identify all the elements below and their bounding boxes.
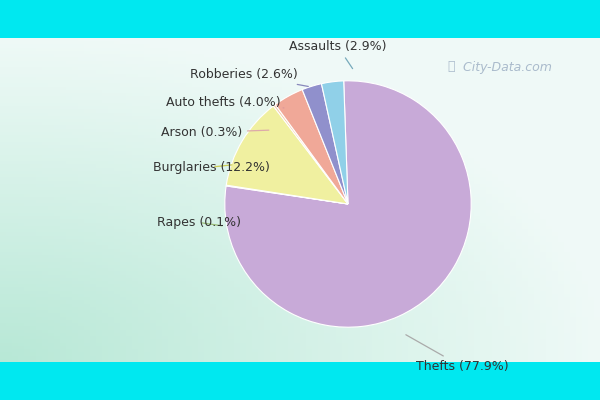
Wedge shape xyxy=(275,90,348,204)
Text: Arson (0.3%): Arson (0.3%) xyxy=(161,126,269,139)
Wedge shape xyxy=(225,81,471,327)
Wedge shape xyxy=(302,84,348,204)
Text: Assaults (2.9%): Assaults (2.9%) xyxy=(289,40,386,69)
Text: ⦿: ⦿ xyxy=(447,60,455,73)
Wedge shape xyxy=(226,185,348,204)
Text: Robberies (2.6%): Robberies (2.6%) xyxy=(190,68,308,86)
Text: City-Data.com: City-Data.com xyxy=(459,61,552,74)
Wedge shape xyxy=(274,104,348,204)
Text: Auto thefts (4.0%): Auto thefts (4.0%) xyxy=(166,96,284,110)
Text: Rapes (0.1%): Rapes (0.1%) xyxy=(157,216,241,229)
Text: Burglaries (12.2%): Burglaries (12.2%) xyxy=(154,160,270,174)
Wedge shape xyxy=(226,106,348,204)
Text: Thefts (77.9%): Thefts (77.9%) xyxy=(406,335,508,373)
Wedge shape xyxy=(322,81,348,204)
